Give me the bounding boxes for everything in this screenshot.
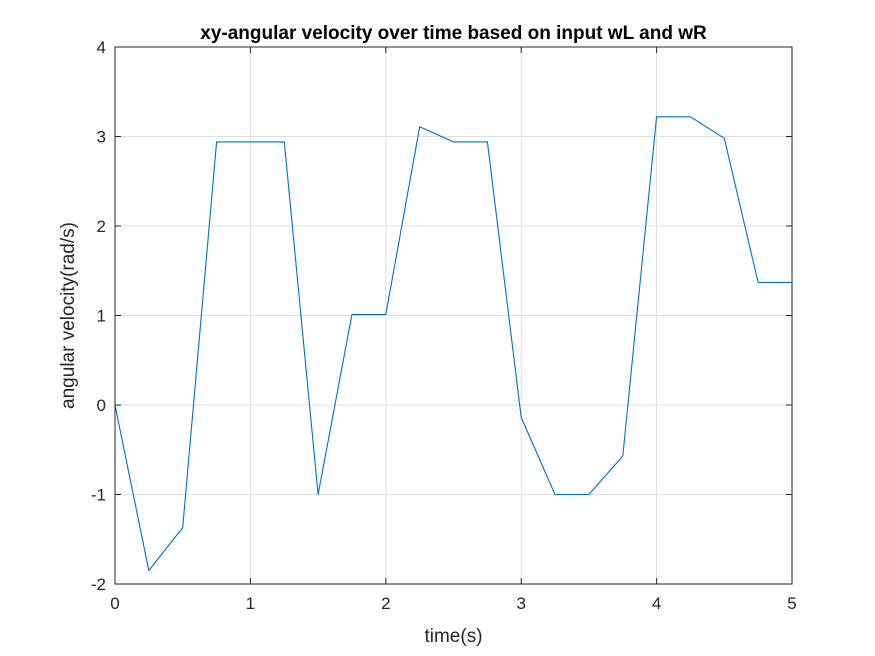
y-tick-label: 1 bbox=[97, 307, 106, 326]
chart-title: xy-angular velocity over time based on i… bbox=[200, 23, 707, 44]
x-tick-label: 1 bbox=[246, 594, 255, 613]
grid-lines bbox=[115, 47, 792, 584]
y-tick-label: 2 bbox=[97, 217, 106, 236]
x-tick-label: 5 bbox=[787, 594, 796, 613]
series-layer bbox=[114, 116, 792, 572]
y-tick-label: 0 bbox=[97, 396, 106, 415]
x-tick-label: 3 bbox=[516, 594, 525, 613]
y-tick-label: 3 bbox=[97, 128, 106, 147]
x-tick-label: 2 bbox=[381, 594, 390, 613]
y-tick-label: -1 bbox=[91, 486, 106, 505]
y-tick-label: 4 bbox=[97, 38, 106, 57]
x-tick-label: 4 bbox=[652, 594, 661, 613]
series-line bbox=[114, 116, 792, 572]
y-tick-label: -2 bbox=[91, 575, 106, 594]
x-tick-label: 0 bbox=[110, 594, 119, 613]
y-axis-label: angular velocity(rad/s) bbox=[58, 222, 79, 409]
x-axis-label: time(s) bbox=[424, 626, 482, 647]
axes bbox=[114, 46, 793, 585]
tick-labels: 0 1 2 3 4 5 -2 -1 0 1 2 3 4 bbox=[91, 38, 797, 613]
